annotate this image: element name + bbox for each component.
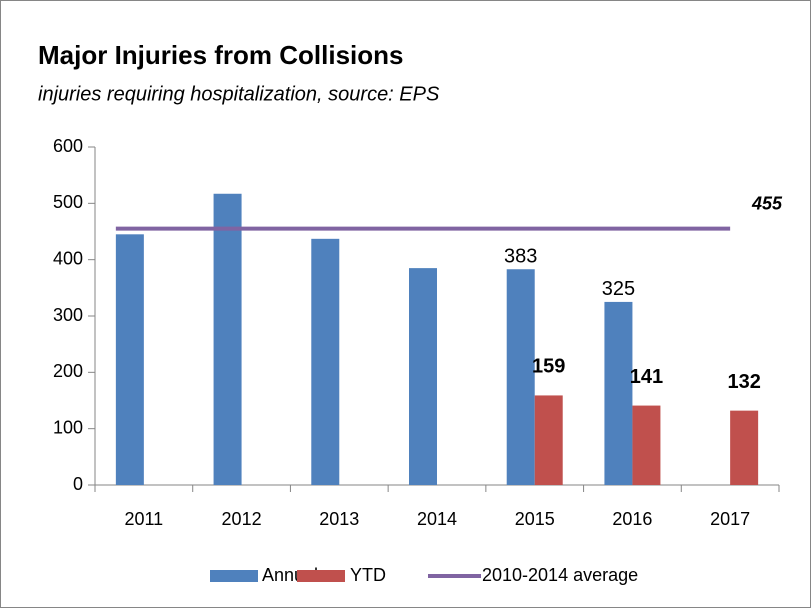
legend-swatch: [297, 570, 345, 582]
y-tick-label: 600: [53, 136, 83, 156]
bar: [506, 269, 535, 485]
bar: [730, 410, 759, 485]
bar: [213, 193, 242, 486]
y-tick-label: 500: [53, 192, 83, 212]
chart-subtitle: injuries requiring hospitalization, sour…: [38, 83, 440, 105]
y-tick-label: 200: [53, 361, 83, 381]
x-tick-label: 2014: [417, 509, 457, 529]
reference-label: 455: [751, 193, 783, 213]
x-tick-label: 2016: [612, 509, 652, 529]
data-label: 159: [532, 356, 565, 378]
chart-title: Major Injuries from Collisions: [38, 40, 404, 70]
x-tick-label: 2017: [710, 509, 750, 529]
y-tick-label: 0: [73, 474, 83, 494]
legend-swatch: [210, 570, 258, 582]
bar: [604, 301, 633, 485]
legend-label: 2010-2014 average: [482, 565, 638, 585]
data-label: 325: [602, 278, 635, 300]
bar: [409, 268, 437, 485]
bar: [632, 405, 661, 485]
x-tick-label: 2015: [515, 509, 555, 529]
data-label: 383: [504, 246, 537, 268]
bar: [534, 395, 563, 485]
legend-label: YTD: [350, 565, 386, 585]
bar: [115, 234, 144, 485]
y-tick-label: 400: [53, 248, 83, 268]
y-tick-label: 300: [53, 305, 83, 325]
data-label: 132: [727, 371, 760, 393]
x-tick-label: 2013: [319, 509, 359, 529]
y-tick-label: 100: [53, 417, 83, 437]
bar: [311, 238, 340, 485]
x-tick-label: 2012: [222, 509, 262, 529]
data-label: 141: [630, 366, 663, 388]
x-tick-label: 2011: [124, 509, 163, 529]
